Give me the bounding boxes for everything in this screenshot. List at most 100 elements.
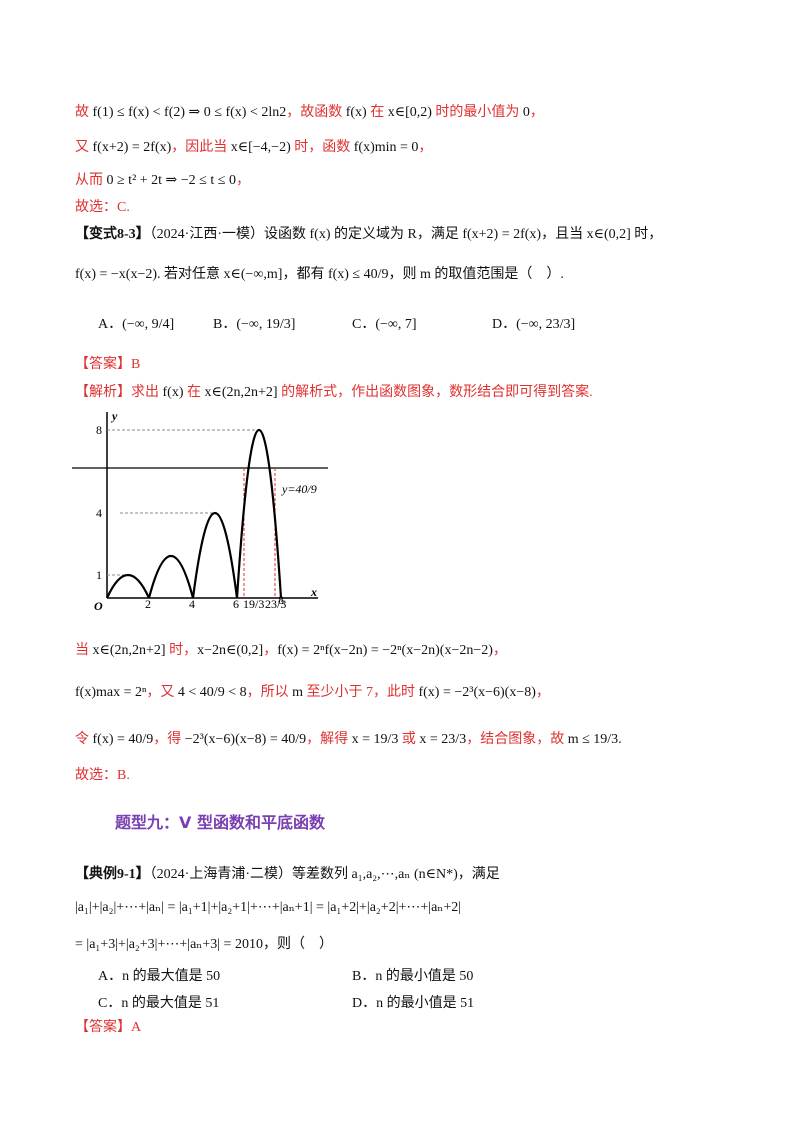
figure-label: 4 [96,506,102,520]
text-segment: 或 [398,732,420,747]
section-heading: 题型九：V 型函数和平底函数 [115,813,325,832]
text-segment: 【答案】A [75,1020,142,1035]
text-segment: f(x) = 40/9 [92,732,154,747]
text-line: = |a₁+3|+|a₂+3|+⋯+|aₙ+3| = 2010，则（ ） [75,933,333,953]
text-segment: 在 [183,385,205,400]
text-segment: x∈[0,2) [387,105,432,120]
figure-label: 2 [145,597,151,611]
text-segment: ， [535,685,550,700]
text-segment: 0 ≥ t² + 2t ⇒ −2 ≤ t ≤ 0 [106,173,236,188]
text-segment: ， [529,105,544,120]
text-segment: （2024·上海青浦·二模）等差数列 a₁,a₂,⋯,aₙ (n∈N*)，满足 [149,867,500,882]
text-segment: 故 [75,105,93,120]
figure-label: 8 [278,593,284,607]
text-segment: m ≤ 19/3. [567,732,622,747]
figure-label: x [310,585,317,599]
option: D．(−∞, 23/3] [492,317,576,332]
text-segment: x∈(2n,2n+2] [92,643,166,658]
text-segment: 又 [75,140,93,155]
option: A．(−∞, 9/4] [98,317,175,332]
arches [105,428,283,599]
text-segment: f(x) [162,385,184,400]
option: D．n 的最小值是 51 [352,996,475,1011]
figure-label: y=40/9 [281,482,317,496]
text-segment: x−2n∈(0,2] [197,643,264,658]
text-line: 【变式8-3】（2024·江西·一模）设函数 f(x) 的定义域为 R，满足 f… [75,223,662,243]
text-segment: f(x)min = 0 [353,140,419,155]
figure-label: 8 [96,423,102,437]
text-segment: 4 < 40/9 < 8 [177,685,247,700]
figure-label: y [110,409,118,423]
option: C．n 的最大值是 51 [98,996,220,1011]
text-segment: 时，函数 [290,140,354,155]
text-line: 【典例9-1】（2024·上海青浦·二模）等差数列 a₁,a₂,⋯,aₙ (n∈… [75,863,500,883]
text-line: 故选：C. [75,196,130,216]
text-line: 【答案】B [75,353,140,373]
text-line: f(x)max = 2ⁿ，又 4 < 40/9 < 8，所以 m 至少小于 7，… [75,681,550,701]
text-segment: x∈[−4,−2) [230,140,291,155]
text-segment: （2024·江西·一模）设函数 f(x) 的定义域为 R，满足 f(x+2) =… [149,227,663,242]
text-segment: ， [418,140,433,155]
text-segment: x = 19/3 [351,732,399,747]
text-segment: 【答案】B [75,357,141,372]
option: A．n 的最大值是 50 [98,969,221,984]
text-segment: f(1) ≤ f(x) < f(2) ⇒ 0 ≤ f(x) < 2ln2 [92,105,287,120]
figure-label: 1 [96,568,102,582]
text-segment: 时， [165,643,198,658]
text-line: 【答案】A [75,1016,141,1036]
text-segment: 从而 [75,173,107,188]
text-segment: f(x+2) = 2f(x) [92,140,172,155]
text-segment: ，所以 [246,685,293,700]
text-line: 故 f(1) ≤ f(x) < f(2) ⇒ 0 ≤ f(x) < 2ln2，故… [75,101,544,121]
text-segment: 令 [75,732,93,747]
text-segment: ，解得 [306,732,352,747]
text-segment: = |a₁+3|+|a₂+3|+⋯+|aₙ+3| = 2010，则（ ） [75,937,333,952]
text-segment: f(x)max = 2ⁿ [75,685,147,700]
text-segment: ， [263,643,278,658]
text-line: 又 f(x+2) = 2f(x)，因此当 x∈[−4,−2) 时，函数 f(x)… [75,136,432,156]
text-segment: ，故函数 [286,105,346,120]
option: B．(−∞, 19/3] [213,317,296,332]
figure-label: 19/3 [243,597,264,611]
text-segment: 故选：B. [75,768,130,783]
text-line: 从而 0 ≥ t² + 2t ⇒ −2 ≤ t ≤ 0， [75,169,250,189]
text-segment: f(x) = 2ⁿf(x−2n) = −2ⁿ(x−2n)(x−2n−2) [277,643,493,658]
option: B．n 的最小值是 50 [352,969,474,984]
text-segment: ，又 [146,685,178,700]
text-segment: 当 [75,643,93,658]
text-segment: 时的最小值为 [431,105,523,120]
text-segment: ，得 [153,732,185,747]
text-segment: f(x) = −x(x−2). 若对任意 x∈(−∞,m]，都有 f(x) ≤ … [75,267,564,282]
guides [107,429,259,576]
text-segment: ，因此当 [171,140,231,155]
text-segment: −2³(x−6)(x−8) = 40/9 [184,732,307,747]
text-segment: x = 23/3 [419,732,467,747]
option: C．(−∞, 7] [352,317,417,332]
text-segment: x∈(2n,2n+2] [204,385,278,400]
text-line: 【解析】求出 f(x) 在 x∈(2n,2n+2] 的解析式，作出函数图象，数形… [75,381,593,401]
text-segment: ，结合图象，故 [466,732,568,747]
text-segment: 的解析式，作出函数图象，数形结合即可得到答案. [277,385,593,400]
red-guides [243,468,276,598]
text-segment: 在 [366,105,388,120]
text-segment: f(x) = −2³(x−6)(x−8) [418,685,536,700]
text-segment: 至少小于 7，此时 [302,685,419,700]
text-segment: 【典例9-1】 [75,867,150,882]
text-segment: 故选：C. [75,200,130,215]
text-line: 令 f(x) = 40/9，得 −2³(x−6)(x−8) = 40/9，解得 … [75,728,622,748]
text-line: 当 x∈(2n,2n+2] 时，x−2n∈(0,2]，f(x) = 2ⁿf(x−… [75,639,507,659]
text-segment: 【变式8-3】 [75,227,150,242]
text-segment: ， [492,643,507,658]
figure-label: 23/3 [265,597,286,611]
text-segment: 【解析】求出 [75,385,163,400]
text-segment: |a₁|+|a₂|+⋯+|aₙ| = |a₁+1|+|a₂+1|+⋯+|aₙ+1… [75,900,462,915]
text-line: |a₁|+|a₂|+⋯+|aₙ| = |a₁+1|+|a₂+1|+⋯+|aₙ+1… [75,899,461,916]
text-segment: ， [235,173,250,188]
figure-label: 6 [233,597,239,611]
figure-label: O [94,599,103,613]
text-line: f(x) = −x(x−2). 若对任意 x∈(−∞,m]，都有 f(x) ≤ … [75,263,564,283]
text-segment: f(x) [345,105,367,120]
text-segment: m [292,685,303,700]
